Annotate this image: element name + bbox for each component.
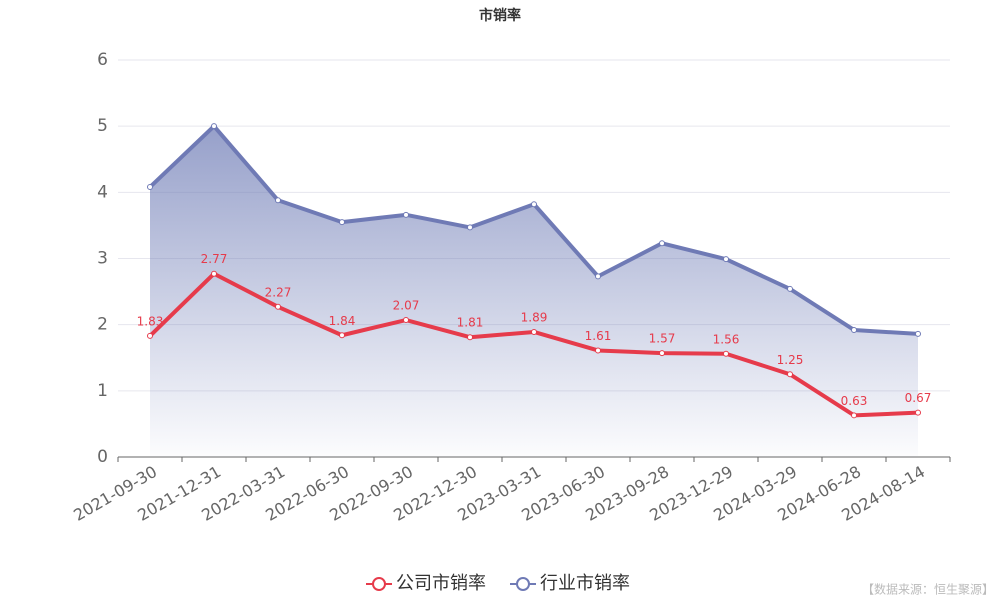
- legend-item: 行业市销率: [510, 573, 630, 594]
- data-label: 0.67: [905, 391, 932, 405]
- chart-title: 市销率: [479, 7, 521, 24]
- data-label: 1.89: [521, 310, 548, 324]
- point: [595, 347, 601, 354]
- point: [851, 412, 857, 419]
- point: [723, 256, 729, 263]
- point: [211, 270, 217, 277]
- area: [150, 126, 918, 458]
- point: [851, 326, 857, 333]
- y-tick-label: 3: [97, 249, 108, 269]
- point: [467, 334, 473, 341]
- data-label: 1.84: [329, 314, 356, 328]
- point: [339, 332, 345, 339]
- data-label: 2.77: [201, 252, 228, 266]
- data-label: 1.56: [713, 332, 740, 346]
- point: [659, 350, 665, 357]
- data-label: 2.27: [265, 285, 292, 299]
- y-tick-label: 5: [97, 116, 108, 136]
- point: [787, 285, 793, 292]
- point: [147, 184, 153, 191]
- point: [467, 224, 473, 231]
- point: [339, 219, 345, 226]
- point: [531, 201, 537, 208]
- point: [147, 332, 153, 339]
- y-tick-label: 6: [97, 50, 108, 70]
- data-label: 1.57: [649, 332, 676, 346]
- legend-item: 公司市销率: [366, 573, 486, 594]
- legend-label: 行业市销率: [540, 573, 630, 594]
- y-tick-label: 2: [97, 315, 108, 335]
- point: [211, 123, 217, 130]
- point: [403, 317, 409, 324]
- legend-label: 公司市销率: [396, 573, 486, 594]
- point: [915, 409, 921, 416]
- source-note: 【数据来源：恒生聚源】: [862, 582, 994, 597]
- data-label: 1.61: [585, 329, 612, 343]
- data-label: 1.25: [777, 353, 804, 367]
- point: [531, 328, 537, 335]
- point: [595, 273, 601, 280]
- point: [659, 240, 665, 247]
- y-tick-label: 0: [97, 447, 108, 467]
- point: [915, 330, 921, 337]
- point: [275, 197, 281, 204]
- point: [275, 303, 281, 310]
- data-label: 1.83: [137, 314, 164, 328]
- data-label: 2.07: [393, 299, 420, 313]
- point: [723, 350, 729, 357]
- legend-marker: [516, 577, 530, 591]
- data-label: 0.63: [841, 394, 868, 408]
- point: [787, 371, 793, 378]
- y-tick-label: 4: [97, 182, 108, 202]
- data-label: 1.81: [457, 316, 484, 330]
- y-tick-label: 1: [97, 381, 108, 401]
- point: [403, 211, 409, 218]
- legend-marker: [372, 577, 386, 591]
